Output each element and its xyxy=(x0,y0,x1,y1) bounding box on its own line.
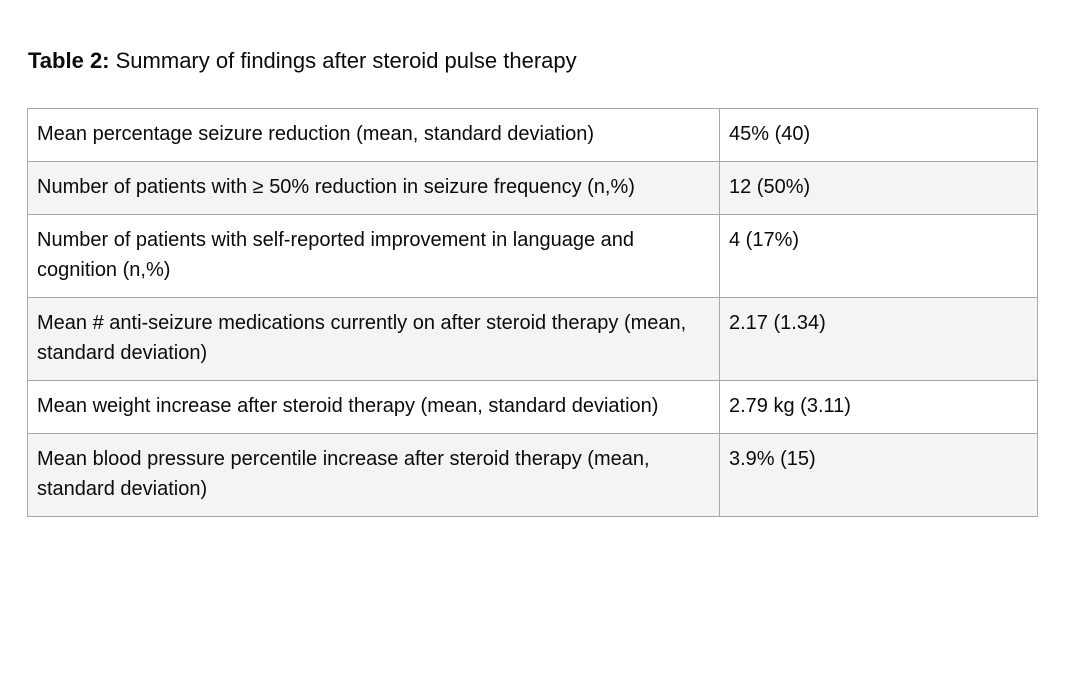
page: Table 2: Summary of findings after stero… xyxy=(0,48,1070,682)
table-caption-number: Table 2: xyxy=(28,48,110,73)
row-value: 45% (40) xyxy=(719,108,1038,162)
table-row: Number of patients with ≥ 50% reduction … xyxy=(27,161,1038,215)
findings-table: Mean percentage seizure reduction (mean,… xyxy=(27,108,1038,517)
row-value: 4 (17%) xyxy=(719,214,1038,298)
table-row: Mean blood pressure percentile increase … xyxy=(27,433,1038,517)
table-row: Mean # anti-seizure medications currentl… xyxy=(27,297,1038,381)
row-value: 2.79 kg (3.11) xyxy=(719,380,1038,434)
table-caption-text: Summary of findings after steroid pulse … xyxy=(109,48,577,73)
row-label: Mean weight increase after steroid thera… xyxy=(27,380,720,434)
table-row: Number of patients with self-reported im… xyxy=(27,214,1038,298)
table-row: Mean percentage seizure reduction (mean,… xyxy=(27,108,1038,162)
row-value: 12 (50%) xyxy=(719,161,1038,215)
row-label: Number of patients with ≥ 50% reduction … xyxy=(27,161,720,215)
table-caption: Table 2: Summary of findings after stero… xyxy=(28,48,1070,74)
row-label: Mean percentage seizure reduction (mean,… xyxy=(27,108,720,162)
row-label: Number of patients with self-reported im… xyxy=(27,214,720,298)
table-row: Mean weight increase after steroid thera… xyxy=(27,380,1038,434)
row-value: 3.9% (15) xyxy=(719,433,1038,517)
row-label: Mean blood pressure percentile increase … xyxy=(27,433,720,517)
row-value: 2.17 (1.34) xyxy=(719,297,1038,381)
row-label: Mean # anti-seizure medications currentl… xyxy=(27,297,720,381)
